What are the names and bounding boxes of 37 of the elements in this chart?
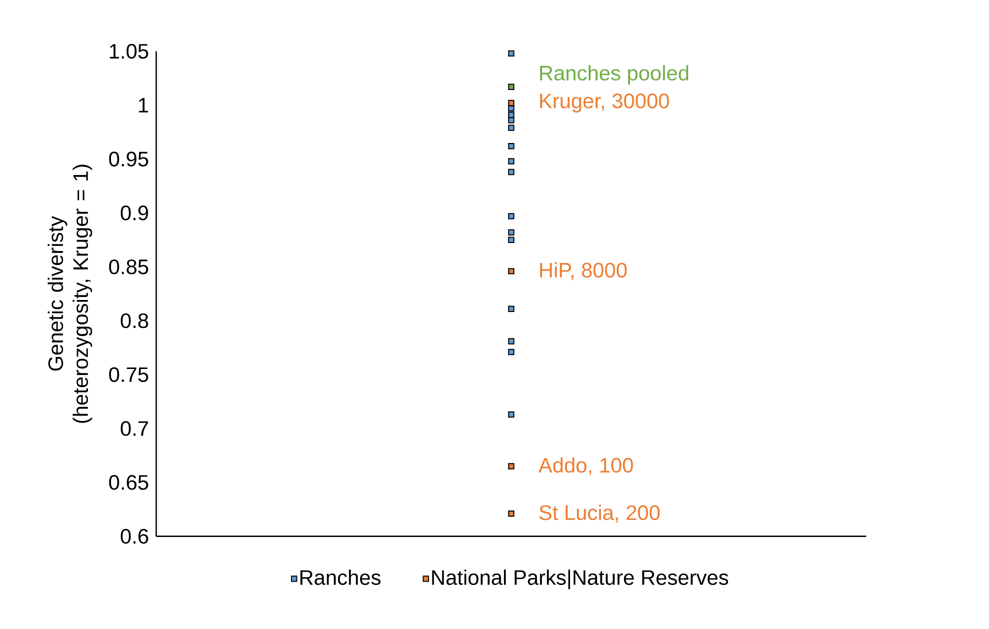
point: [508, 124, 514, 131]
annotation: Kruger, 30000: [540, 94, 669, 113]
point: [508, 338, 514, 344]
annotation: Addo, 100: [538, 457, 633, 476]
point: [508, 306, 514, 312]
y-tick-label: 0.9: [120, 206, 148, 220]
point: [508, 117, 514, 124]
y-tick-label: 1: [138, 98, 148, 112]
point: [508, 50, 514, 57]
y-tick-label: 0.95: [109, 152, 148, 166]
y-tick-label: 0.8: [120, 313, 148, 328]
point: [508, 105, 514, 112]
y-tick-label: 1.05: [110, 44, 148, 59]
point: [508, 158, 514, 164]
point: [508, 236, 514, 244]
y-tick-label: 0.65: [109, 475, 148, 490]
point: [508, 168, 514, 176]
annotation: HiP, 8000: [540, 262, 627, 280]
annotation: St Lucia, 200: [539, 504, 660, 523]
y-tick-label: 0.85: [109, 259, 148, 274]
point: [508, 100, 514, 106]
point: [508, 84, 514, 90]
legend-label: Ranches: [300, 570, 380, 585]
point: [508, 348, 514, 356]
point: [508, 463, 514, 470]
point: [508, 213, 514, 220]
annotation: Ranches pooled: [540, 65, 688, 85]
point: [508, 510, 514, 517]
legend-label: National Parks|Nature Reserves: [432, 570, 728, 590]
point: [508, 229, 514, 236]
y-tick-label: 0.6: [120, 528, 148, 544]
y-tick-label: 0.75: [109, 367, 148, 382]
y-tick-label: 0.7: [120, 421, 148, 436]
point: [508, 268, 514, 274]
point: [508, 143, 514, 150]
y-axis-title: Genetic diveristy (heterozygosity, Kruger = 1): [48, 164, 92, 423]
point: [508, 411, 514, 418]
